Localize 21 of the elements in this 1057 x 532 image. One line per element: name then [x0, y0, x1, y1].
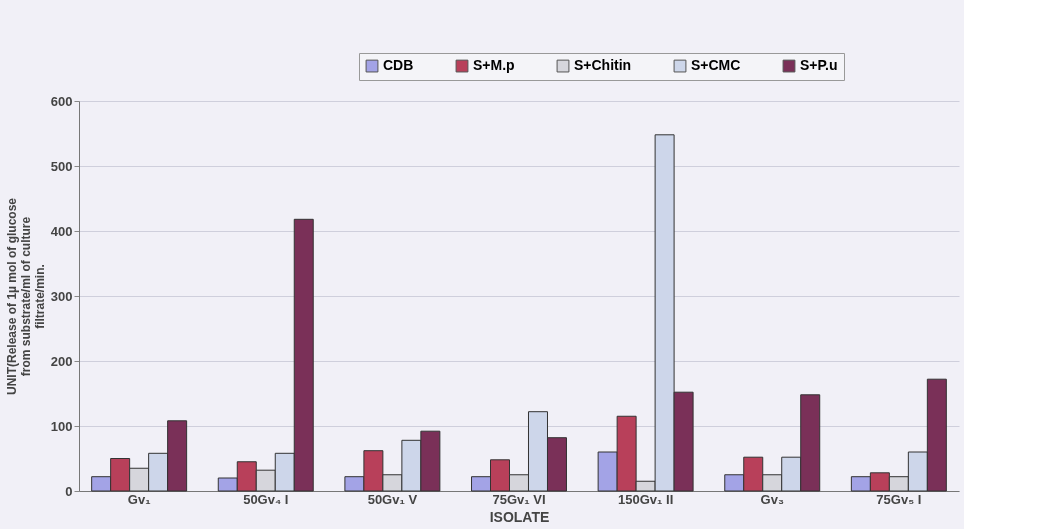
y-tick-label: 500 [50, 158, 73, 174]
y-axis-title: UNIT(Release of 1µ mol of glucose from substrate/ml of culture filtrate/min. [4, 197, 47, 395]
legend-label: CDB [383, 57, 414, 74]
y-tick-label: 600 [50, 93, 73, 109]
y-tick-label: 0 [65, 483, 73, 499]
x-tick-label: 50Gv₄ I [243, 491, 289, 507]
x-tick-label: 75Gv₁ VI [492, 491, 546, 507]
x-axis-title: ISOLATE [489, 508, 550, 525]
y-tick-label: 400 [50, 223, 73, 239]
legend-label: S+P.u [800, 57, 838, 74]
legend-label: S+Chitin [574, 57, 632, 74]
x-tick-label: 50Gv₁ V [367, 491, 418, 507]
x-tick-label: 75Gv₅ I [876, 491, 922, 507]
x-tick-label: Gv₃ [760, 491, 784, 507]
y-tick-label: 200 [50, 353, 73, 369]
legend-label: S+M.p [473, 57, 515, 74]
legend-label: S+CMC [691, 57, 741, 74]
x-tick-label: 150Gv₁ II [617, 491, 674, 507]
y-tick-label: 100 [50, 418, 73, 434]
x-tick-label: Gv₁ [127, 491, 151, 507]
y-tick-label: 300 [50, 288, 73, 304]
